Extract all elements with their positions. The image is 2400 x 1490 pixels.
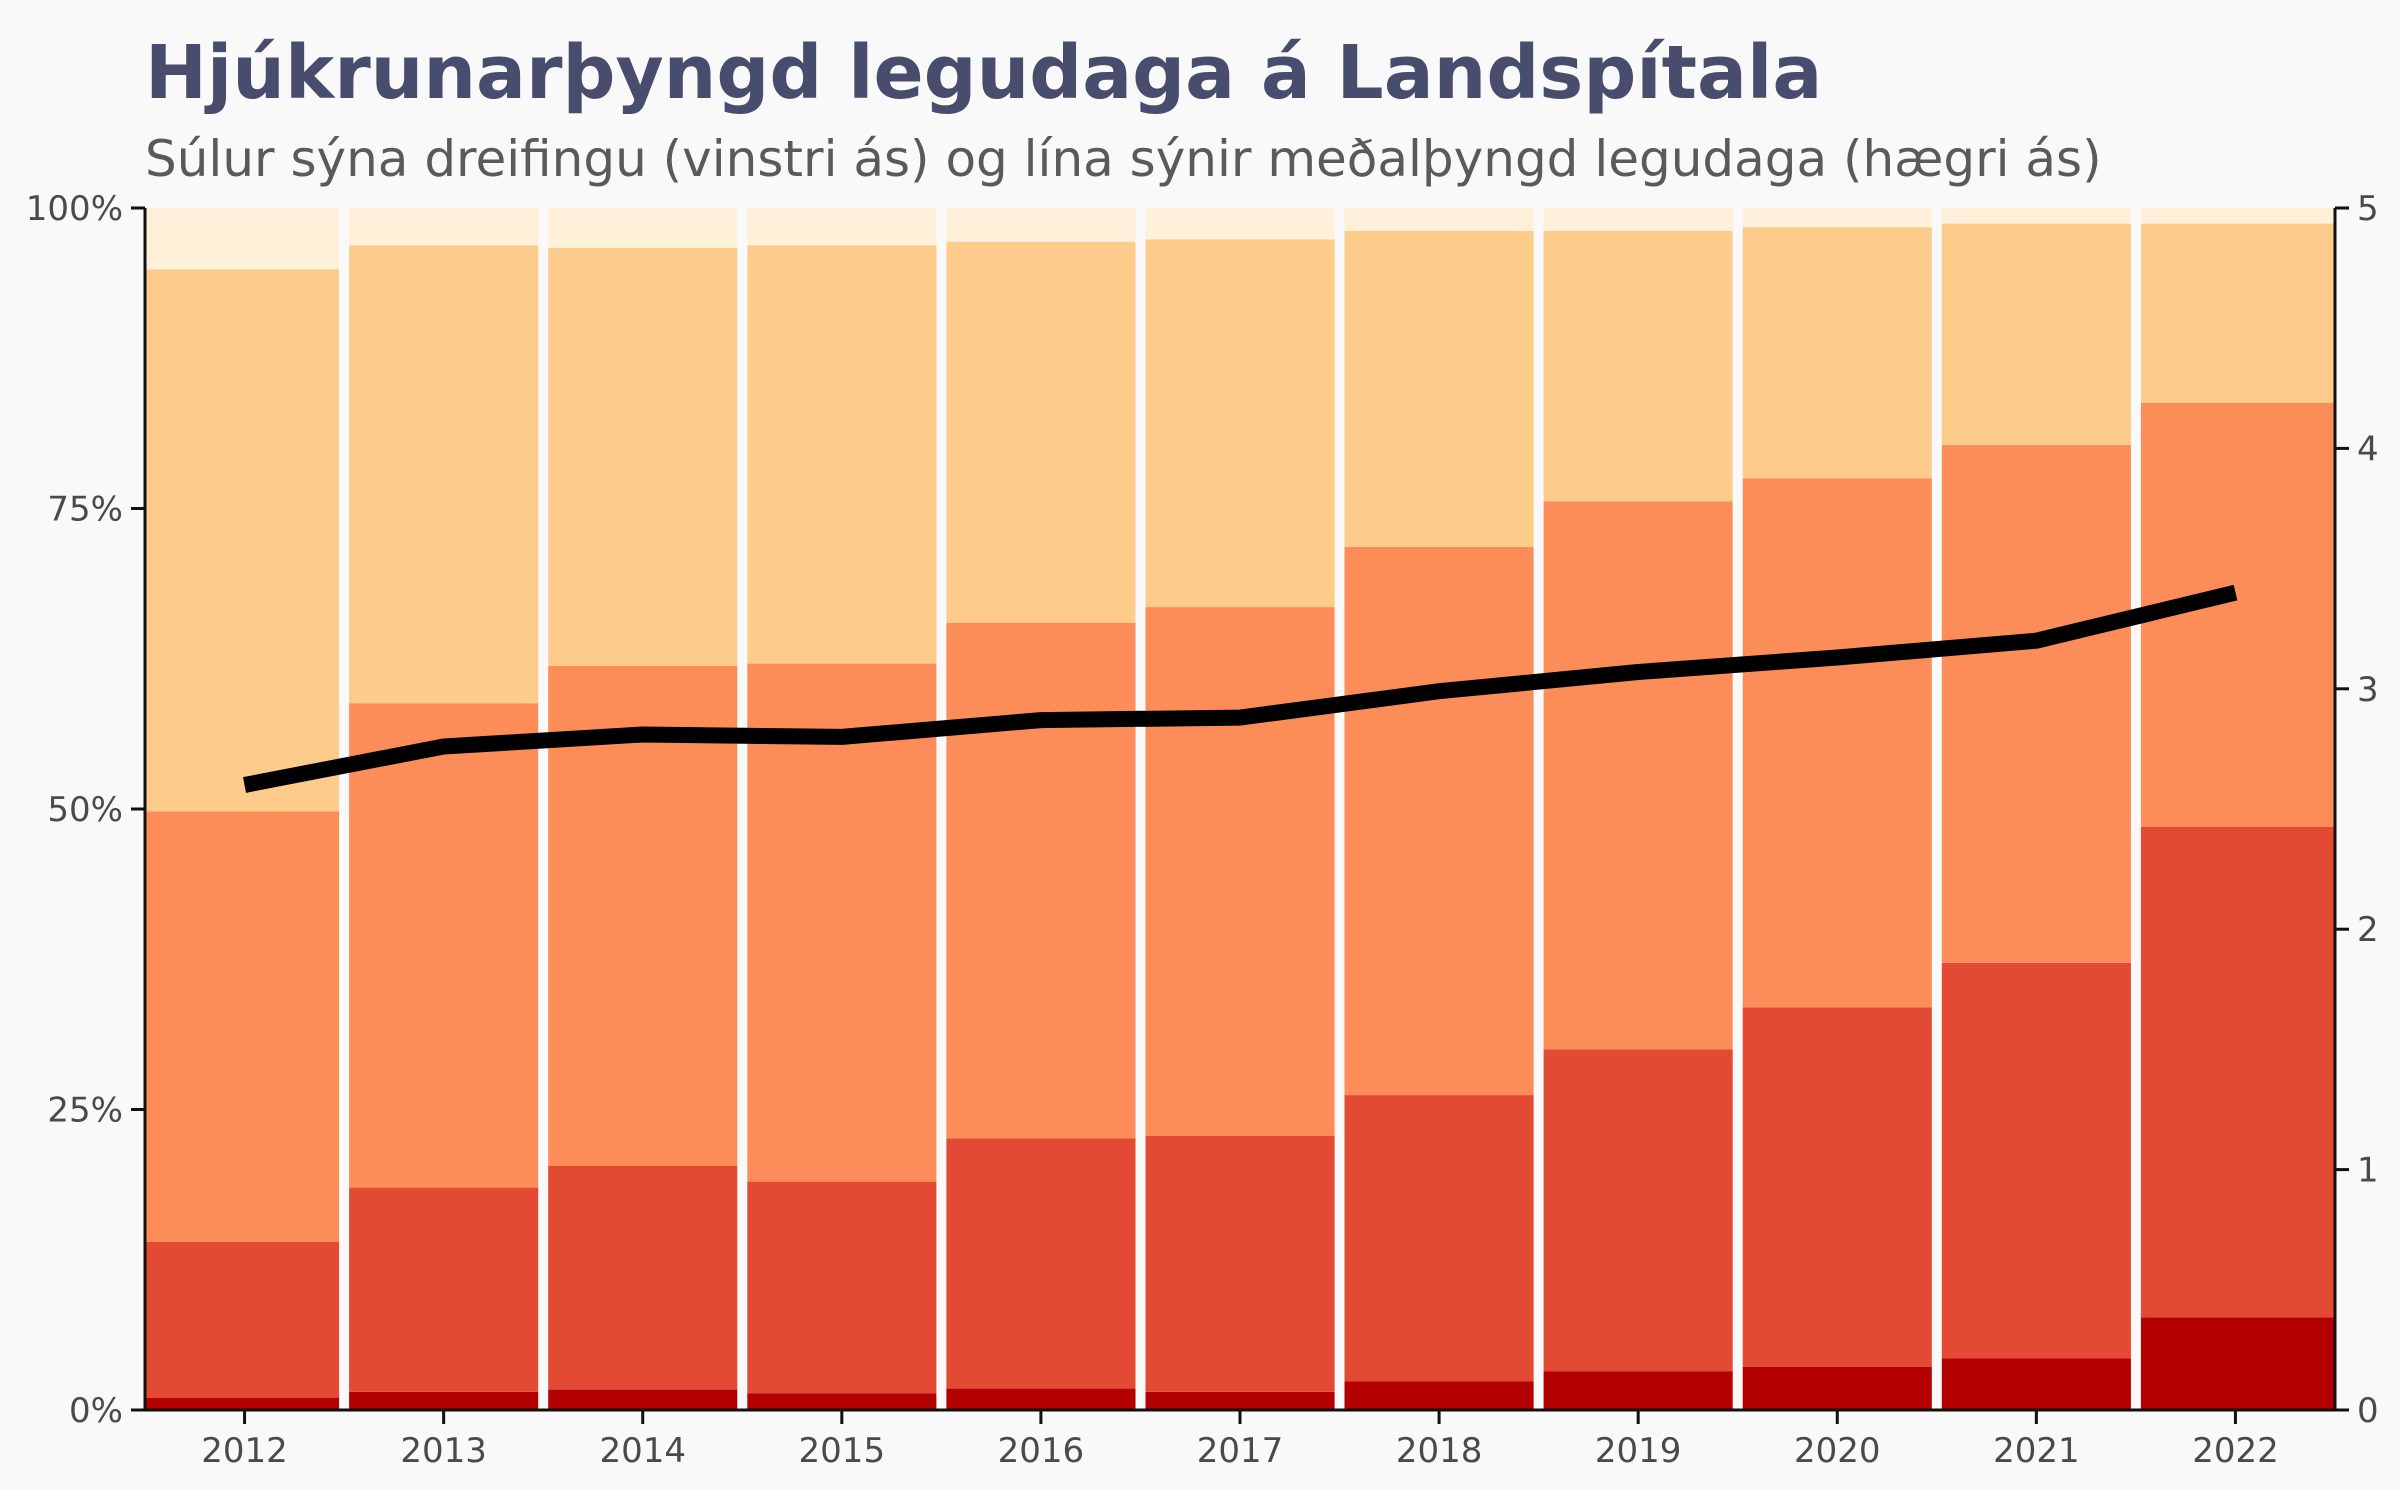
bar-segment-2017-3 — [1145, 607, 1335, 1136]
bar-segment-2019-1 — [1543, 1371, 1733, 1410]
bar-segment-2017-4 — [1145, 239, 1335, 608]
bar-segment-2013-5 — [349, 208, 539, 246]
bar-segment-2020-3 — [1742, 478, 1932, 1008]
bar-segment-2018-2 — [1344, 1095, 1534, 1382]
x-tick-label: 2018 — [1396, 1431, 1483, 1471]
bar-segment-2019-4 — [1543, 230, 1733, 502]
bar-segment-2017-2 — [1145, 1135, 1335, 1392]
line-layer — [242, 584, 2238, 793]
x-tick-label: 2019 — [1595, 1431, 1682, 1471]
bar-segment-2019-5 — [1543, 208, 1733, 231]
bar-layer — [145, 208, 2335, 1410]
right-tick-label: 1 — [2357, 1151, 2379, 1191]
bar-segment-2021-5 — [1941, 208, 2131, 224]
bar-segment-2021-4 — [1941, 223, 2131, 445]
bar-segment-2016-2 — [946, 1138, 1136, 1389]
left-tick-label: 0% — [69, 1391, 123, 1431]
bar-segment-2016-1 — [946, 1388, 1136, 1410]
bar-segment-2017-1 — [1145, 1392, 1335, 1410]
bar-segment-2012-1 — [145, 1398, 340, 1410]
bar-segment-2013-4 — [349, 245, 539, 704]
bar-segment-2020-4 — [1742, 227, 1932, 479]
bar-segment-2019-2 — [1543, 1049, 1733, 1372]
bar-segment-2016-3 — [946, 622, 1136, 1139]
bar-segment-2014-4 — [548, 247, 738, 666]
bar-segment-2017-5 — [1145, 208, 1335, 240]
right-tick-label: 4 — [2357, 429, 2379, 469]
bar-segment-2014-2 — [548, 1166, 738, 1390]
bar-segment-2021-1 — [1941, 1358, 2131, 1410]
bar-segment-2018-1 — [1344, 1381, 1534, 1410]
left-tick-label: 75% — [47, 490, 123, 530]
bar-segment-2022-2 — [2140, 827, 2335, 1318]
bar-segment-2013-2 — [349, 1187, 539, 1392]
bar-segment-2019-3 — [1543, 501, 1733, 1050]
bar-segment-2015-3 — [747, 663, 937, 1182]
x-tick-label: 2020 — [1794, 1431, 1881, 1471]
x-tick-label: 2014 — [599, 1431, 686, 1471]
bar-segment-2014-1 — [548, 1389, 738, 1410]
bar-segment-2020-5 — [1742, 208, 1932, 228]
x-tick-label: 2016 — [998, 1431, 1085, 1471]
bar-segment-2020-1 — [1742, 1366, 1932, 1410]
chart-subtitle: Súlur sýna dreifingu (vinstri ás) og lín… — [145, 130, 2102, 188]
bar-segment-2020-2 — [1742, 1007, 1932, 1367]
bar-segment-2015-2 — [747, 1181, 937, 1394]
axes-layer: 0% 25% 50% 75% 100% 0 1 2 3 4 5 2012 2013 2014 2015 201… — [26, 189, 2379, 1471]
bar-segment-2016-5 — [946, 208, 1136, 242]
x-tick-label: 2021 — [1993, 1431, 2080, 1471]
bar-segment-2018-3 — [1344, 547, 1534, 1096]
bar-segment-2022-4 — [2140, 223, 2335, 403]
bar-segment-2013-1 — [349, 1392, 539, 1410]
x-tick-label: 2012 — [201, 1431, 288, 1471]
x-tick-label: 2017 — [1197, 1431, 1284, 1471]
right-tick-label: 0 — [2357, 1391, 2379, 1431]
x-tick-label: 2022 — [2192, 1431, 2279, 1471]
bar-segment-2021-2 — [1941, 962, 2131, 1359]
bar-segment-2012-4 — [145, 269, 340, 812]
right-tick-label: 2 — [2357, 910, 2379, 950]
left-tick-label: 100% — [26, 189, 123, 229]
bar-segment-2021-3 — [1941, 444, 2131, 963]
bar-segment-2012-2 — [145, 1241, 340, 1398]
bar-segment-2014-5 — [548, 208, 738, 248]
bar-segment-2015-4 — [747, 245, 937, 664]
bar-segment-2015-5 — [747, 208, 937, 246]
bar-segment-2018-4 — [1344, 230, 1534, 547]
bar-segment-2022-5 — [2140, 208, 2335, 224]
x-tick-label: 2013 — [400, 1431, 487, 1471]
left-tick-label: 50% — [47, 790, 123, 830]
bar-segment-2022-1 — [2140, 1317, 2335, 1410]
bar-segment-2012-5 — [145, 208, 340, 270]
left-tick-label: 25% — [47, 1091, 123, 1131]
bar-segment-2016-4 — [946, 241, 1136, 623]
bar-segment-2012-3 — [145, 811, 340, 1242]
bar-segment-2014-3 — [548, 666, 738, 1166]
right-tick-label: 5 — [2357, 189, 2379, 229]
chart-title: Hjúkrunarþyngd legudaga á Landspítala — [145, 30, 1823, 116]
right-tick-label: 3 — [2357, 670, 2379, 710]
x-tick-label: 2015 — [799, 1431, 886, 1471]
bar-segment-2018-5 — [1344, 208, 1534, 231]
bar-segment-2015-1 — [747, 1393, 937, 1410]
bar-segment-2013-3 — [349, 703, 539, 1188]
